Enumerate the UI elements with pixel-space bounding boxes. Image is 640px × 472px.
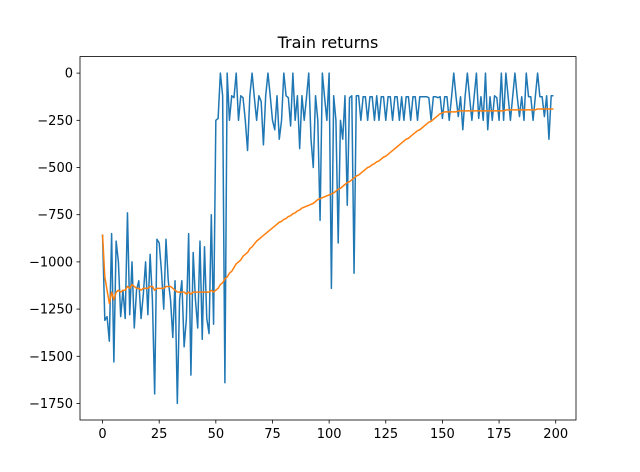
chart-title: Train returns	[277, 33, 379, 52]
y-tick-label: −1250	[29, 303, 73, 318]
x-tick-label: 150	[430, 427, 455, 442]
plot-frame	[79, 56, 577, 421]
x-tick-label: 100	[317, 427, 342, 442]
y-tick-label: −1000	[29, 255, 73, 270]
x-tick-label: 175	[487, 427, 512, 442]
x-tick-label: 75	[264, 427, 281, 442]
y-tick-label: −500	[37, 161, 73, 176]
x-tick-label: 50	[208, 427, 225, 442]
y-tick-label: −250	[37, 114, 73, 129]
y-tick-label: −750	[37, 208, 73, 223]
y-tick-label: 0	[65, 67, 73, 82]
line-series	[101, 72, 554, 405]
line-series	[101, 108, 554, 305]
x-tick-label: 125	[373, 427, 398, 442]
y-tick-label: −1750	[29, 397, 73, 412]
y-tick-label: −1500	[29, 350, 73, 365]
x-tick-label: 25	[151, 427, 168, 442]
x-tick-label: 0	[98, 427, 106, 442]
x-tick-label: 200	[543, 427, 568, 442]
